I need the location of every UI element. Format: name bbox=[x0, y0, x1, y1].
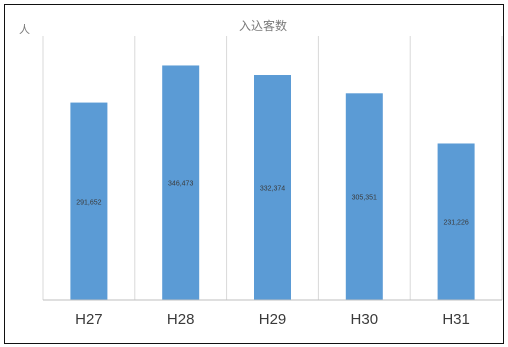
bars bbox=[70, 65, 475, 301]
data-label-h31: 231,226 bbox=[443, 220, 468, 227]
y-axis-unit-label: 人 bbox=[19, 23, 30, 36]
category-separators bbox=[42, 36, 503, 300]
bar-h31 bbox=[437, 143, 475, 300]
x-tick-label-h31: H31 bbox=[442, 311, 470, 328]
bar-h28 bbox=[162, 65, 200, 300]
x-tick-label-h30: H30 bbox=[351, 311, 379, 328]
bar-h30 bbox=[345, 93, 383, 300]
data-label-h28: 346,473 bbox=[168, 181, 193, 188]
chart-title: 入込客数 bbox=[239, 18, 287, 33]
x-tick-label-h27: H27 bbox=[75, 311, 103, 328]
data-label-h29: 332,374 bbox=[260, 186, 285, 193]
data-label-h27: 291,652 bbox=[76, 199, 101, 206]
data-labels: 291,652 346,473 332,374 305,351 231,226 bbox=[76, 181, 469, 227]
x-tick-label-h28: H28 bbox=[167, 311, 195, 328]
x-axis-tick-labels: H27 H28 H29 H30 H31 bbox=[75, 311, 470, 328]
data-label-h30: 305,351 bbox=[352, 195, 377, 202]
bar-h27 bbox=[70, 102, 108, 300]
bar-h29 bbox=[254, 75, 291, 301]
x-tick-label-h29: H29 bbox=[259, 311, 287, 328]
